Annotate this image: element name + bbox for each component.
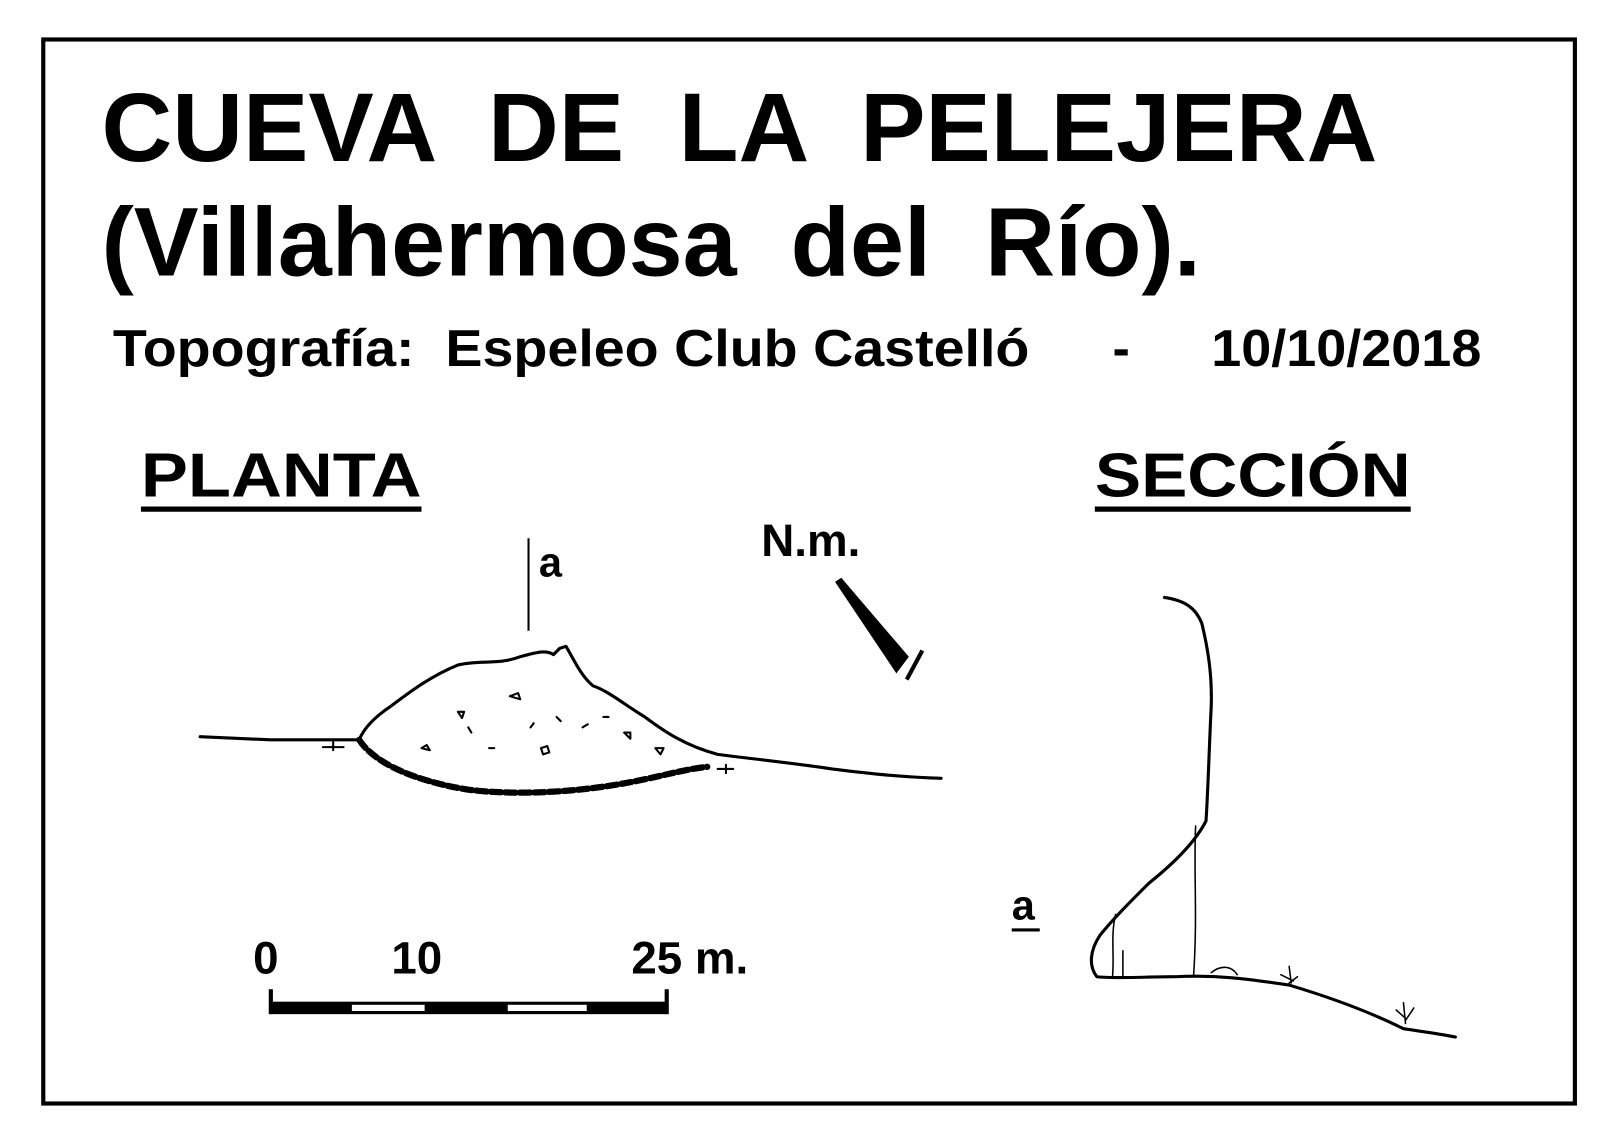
north-label: N.m. <box>761 515 860 566</box>
north-arrow <box>835 577 909 674</box>
scale-label: 25 m. <box>631 933 748 984</box>
frame <box>41 37 1577 1106</box>
section-drawing <box>1089 595 1457 1039</box>
scale-bar <box>268 989 669 1015</box>
date: 10/10/2018 <box>1211 320 1481 378</box>
north-arrow-tick <box>904 649 925 681</box>
subtitle: (Villahermosa del Río). <box>101 187 1200 296</box>
separator: - <box>1112 320 1129 378</box>
scale-label: 0 <box>253 933 278 984</box>
plan-heading: PLANTA <box>141 442 422 511</box>
section-heading: SECCIÓN <box>1095 441 1411 511</box>
scale-label: 10 <box>391 933 442 984</box>
section-marker: a <box>539 539 563 586</box>
plan-drawing <box>198 644 943 796</box>
title: CUEVA DE LA PELEJERA <box>101 73 1377 182</box>
credit: Topografía: Espeleo Club Castelló <box>113 320 1029 378</box>
section-marker: a <box>1012 882 1036 929</box>
